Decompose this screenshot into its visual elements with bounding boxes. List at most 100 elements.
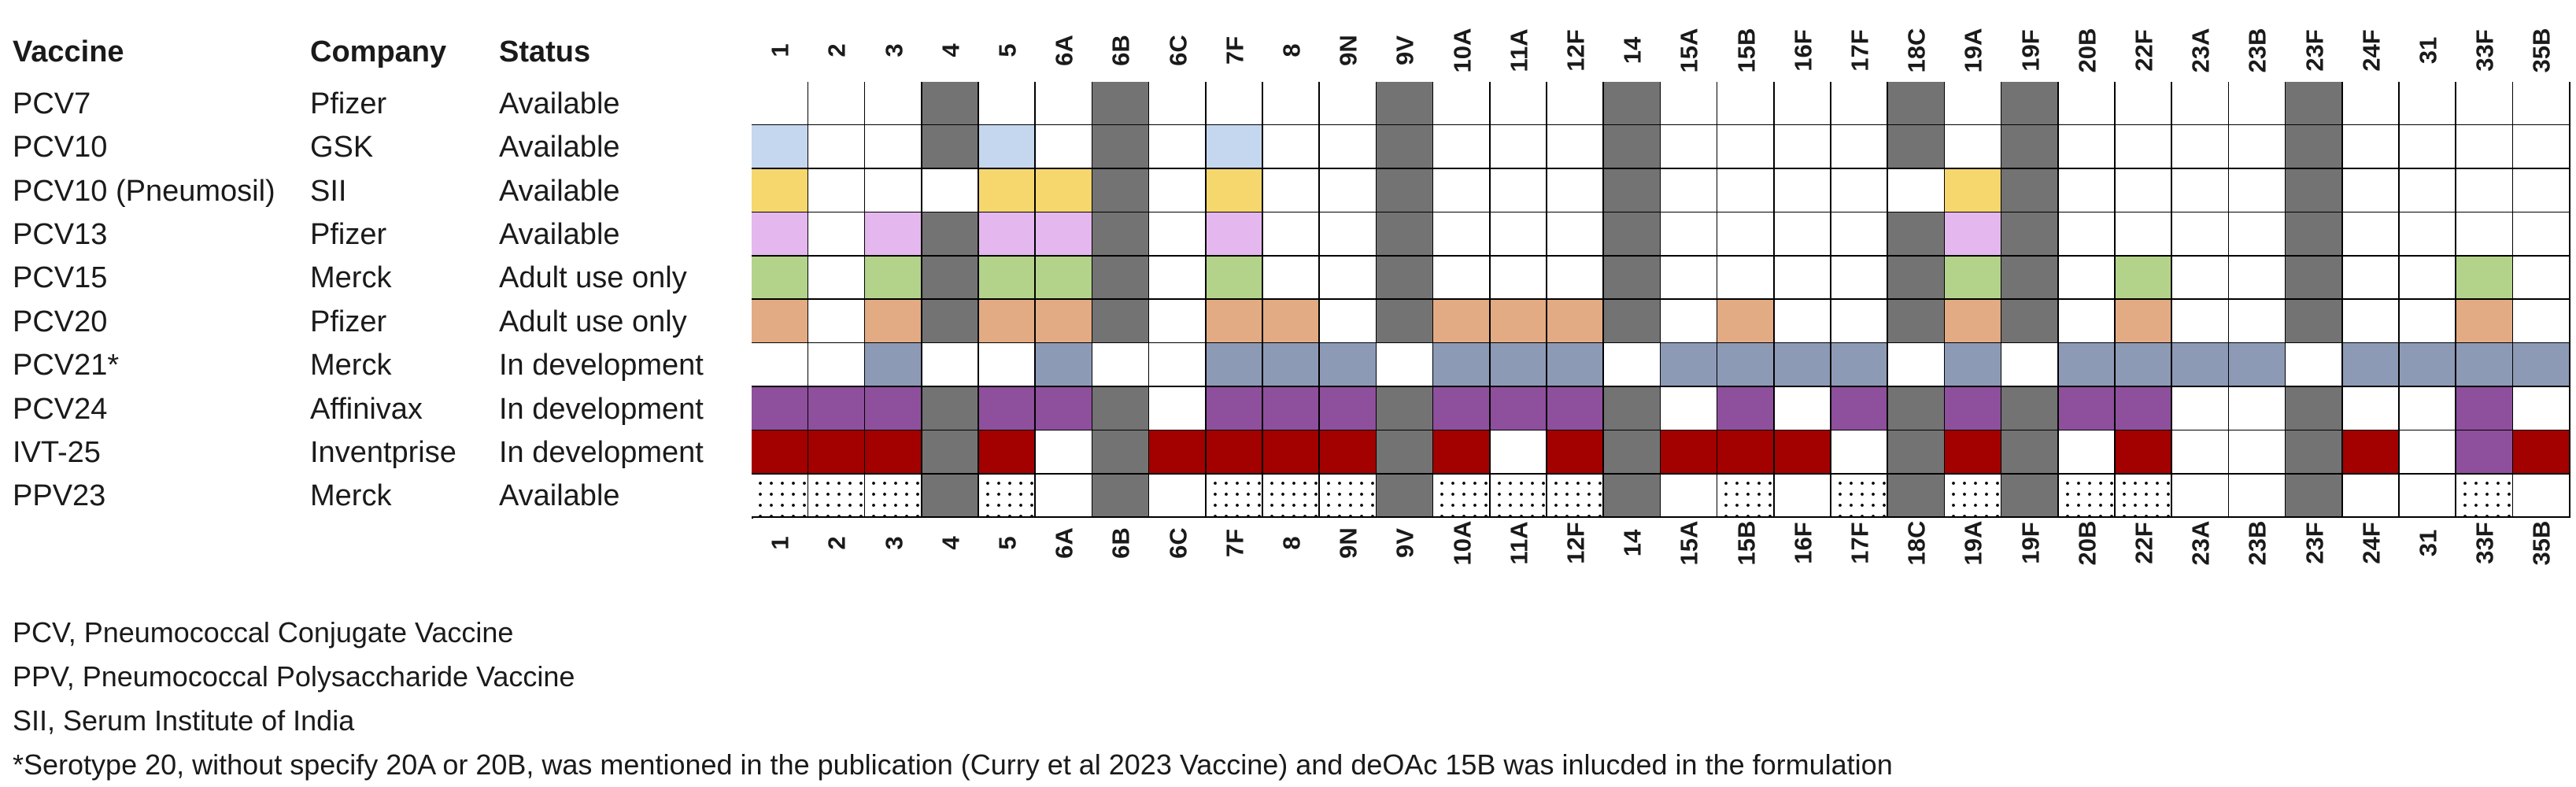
coverage-cell	[2513, 125, 2570, 170]
serotype-label-top: 20B	[2073, 28, 2101, 73]
coverage-cell	[2286, 386, 2344, 431]
coverage-cell	[1206, 125, 1264, 170]
coverage-cell	[2399, 386, 2457, 431]
coverage-cell	[752, 474, 809, 519]
company-name: GSK	[310, 131, 374, 164]
coverage-cell	[1149, 168, 1207, 213]
coverage-cell	[865, 474, 923, 519]
coverage-cell	[2342, 386, 2400, 431]
coverage-cell	[1717, 300, 1776, 344]
coverage-cell	[2001, 125, 2060, 170]
coverage-cell	[2058, 430, 2116, 475]
serotype-label-top: 33F	[2471, 29, 2499, 72]
coverage-cell	[1547, 430, 1605, 475]
coverage-cell	[1262, 386, 1321, 431]
coverage-cell	[1604, 300, 1661, 344]
vaccine-name: PCV7	[13, 87, 91, 120]
header-company: Company	[310, 35, 447, 68]
coverage-cell	[1774, 343, 1832, 388]
vaccine-name: PCV20	[13, 305, 108, 338]
coverage-cell	[1149, 256, 1207, 301]
coverage-cell	[1490, 300, 1548, 344]
status-text: Available	[499, 87, 620, 120]
coverage-cell	[1092, 343, 1150, 388]
coverage-cell	[2342, 474, 2400, 519]
vaccine-name: PCV13	[13, 217, 108, 251]
coverage-cell	[752, 300, 809, 344]
coverage-cell	[2456, 343, 2514, 388]
coverage-cell	[2001, 386, 2060, 431]
coverage-cell	[1774, 386, 1832, 431]
coverage-cell	[2115, 82, 2173, 126]
coverage-cell	[2172, 82, 2230, 126]
coverage-cell	[978, 82, 1037, 126]
coverage-cell	[2399, 212, 2457, 257]
serotype-label-bottom: 20B	[2073, 520, 2101, 566]
coverage-cell	[922, 386, 980, 431]
coverage-cell	[1490, 343, 1548, 388]
coverage-cell	[1831, 212, 1889, 257]
coverage-cell	[2342, 343, 2400, 388]
serotype-label-bottom: 14	[1618, 529, 1646, 557]
coverage-cell	[1262, 474, 1321, 519]
company-name: Pfizer	[310, 217, 387, 251]
coverage-cell	[1092, 212, 1150, 257]
coverage-cell	[1717, 343, 1776, 388]
coverage-cell	[2286, 300, 2344, 344]
coverage-cell	[2513, 82, 2570, 126]
coverage-cell	[2172, 430, 2230, 475]
coverage-cell	[1262, 168, 1321, 213]
coverage-cell	[1433, 256, 1491, 301]
coverage-cell	[2286, 125, 2344, 170]
vaccine-name: PCV15	[13, 261, 108, 295]
coverage-cell	[1433, 430, 1491, 475]
serotype-label-bottom: 4	[937, 536, 965, 550]
coverage-cell	[1661, 212, 1718, 257]
coverage-cell	[2115, 300, 2173, 344]
coverage-cell	[2286, 212, 2344, 257]
coverage-cell	[2172, 343, 2230, 388]
coverage-cell	[2399, 430, 2457, 475]
coverage-cell	[2456, 474, 2514, 519]
coverage-cell	[2456, 386, 2514, 431]
coverage-cell	[1490, 386, 1548, 431]
coverage-cell	[2115, 474, 2173, 519]
coverage-cell	[1490, 212, 1548, 257]
coverage-cell	[2456, 430, 2514, 475]
vaccine-name: PCV10 (Pneumosil)	[13, 174, 275, 208]
coverage-cell	[1149, 212, 1207, 257]
coverage-cell	[1774, 168, 1832, 213]
coverage-cell	[2001, 430, 2060, 475]
coverage-cell	[2513, 168, 2570, 213]
coverage-cell	[2229, 386, 2286, 431]
coverage-cell	[1262, 343, 1321, 388]
serotype-label-bottom: 15A	[1675, 520, 1703, 566]
status-text: Available	[499, 131, 620, 164]
serotype-label-top: 11A	[1505, 28, 1533, 72]
serotype-label-bottom: 17F	[1846, 522, 1874, 564]
coverage-cell	[1888, 212, 1946, 257]
coverage-cell	[1604, 168, 1661, 213]
status-text: In development	[499, 435, 704, 469]
status-text: Adult use only	[499, 261, 687, 295]
coverage-cell	[1661, 168, 1718, 213]
coverage-cell	[1831, 82, 1889, 126]
serotype-label-top: 24F	[2357, 29, 2386, 72]
coverage-cell	[2229, 212, 2286, 257]
serotype-label-bottom: 16F	[1789, 522, 1817, 564]
coverage-cell	[922, 430, 980, 475]
coverage-cell	[2399, 343, 2457, 388]
coverage-cell	[1092, 430, 1150, 475]
coverage-cell	[2342, 125, 2400, 170]
coverage-cell	[1888, 386, 1946, 431]
coverage-cell	[1149, 125, 1207, 170]
coverage-cell	[978, 343, 1037, 388]
coverage-cell	[1206, 212, 1264, 257]
coverage-cell	[1036, 343, 1093, 388]
status-text: Adult use only	[499, 305, 687, 338]
coverage-cell	[978, 168, 1037, 213]
coverage-cell	[2286, 430, 2344, 475]
coverage-cell	[1774, 256, 1832, 301]
coverage-cell	[865, 82, 923, 126]
serotype-label-top: 35B	[2527, 28, 2556, 73]
